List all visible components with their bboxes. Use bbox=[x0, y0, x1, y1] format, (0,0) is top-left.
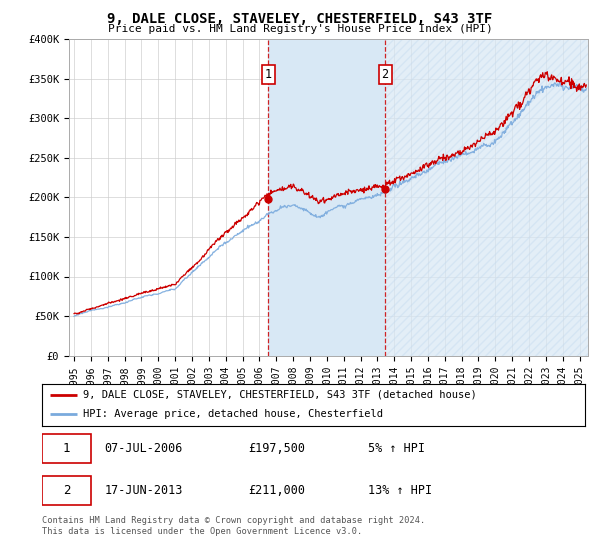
Text: 5% ↑ HPI: 5% ↑ HPI bbox=[368, 442, 425, 455]
FancyBboxPatch shape bbox=[42, 435, 91, 463]
Text: Contains HM Land Registry data © Crown copyright and database right 2024.
This d: Contains HM Land Registry data © Crown c… bbox=[42, 516, 425, 536]
Text: 1: 1 bbox=[265, 68, 272, 81]
Text: 2: 2 bbox=[382, 68, 389, 81]
Text: £211,000: £211,000 bbox=[248, 484, 305, 497]
Text: 1: 1 bbox=[62, 442, 70, 455]
Text: 07-JUL-2006: 07-JUL-2006 bbox=[104, 442, 183, 455]
Text: HPI: Average price, detached house, Chesterfield: HPI: Average price, detached house, Ches… bbox=[83, 409, 383, 419]
Bar bbox=[385, 39, 588, 356]
FancyBboxPatch shape bbox=[42, 476, 91, 505]
Text: 9, DALE CLOSE, STAVELEY, CHESTERFIELD, S43 3TF: 9, DALE CLOSE, STAVELEY, CHESTERFIELD, S… bbox=[107, 12, 493, 26]
Text: Price paid vs. HM Land Registry's House Price Index (HPI): Price paid vs. HM Land Registry's House … bbox=[107, 24, 493, 34]
Text: 13% ↑ HPI: 13% ↑ HPI bbox=[368, 484, 432, 497]
Bar bbox=[385, 39, 588, 356]
Bar bbox=[385, 39, 588, 356]
Bar bbox=[268, 39, 385, 356]
Text: 17-JUN-2013: 17-JUN-2013 bbox=[104, 484, 183, 497]
Text: 2: 2 bbox=[62, 484, 70, 497]
Text: £197,500: £197,500 bbox=[248, 442, 305, 455]
Text: 9, DALE CLOSE, STAVELEY, CHESTERFIELD, S43 3TF (detached house): 9, DALE CLOSE, STAVELEY, CHESTERFIELD, S… bbox=[83, 390, 476, 400]
